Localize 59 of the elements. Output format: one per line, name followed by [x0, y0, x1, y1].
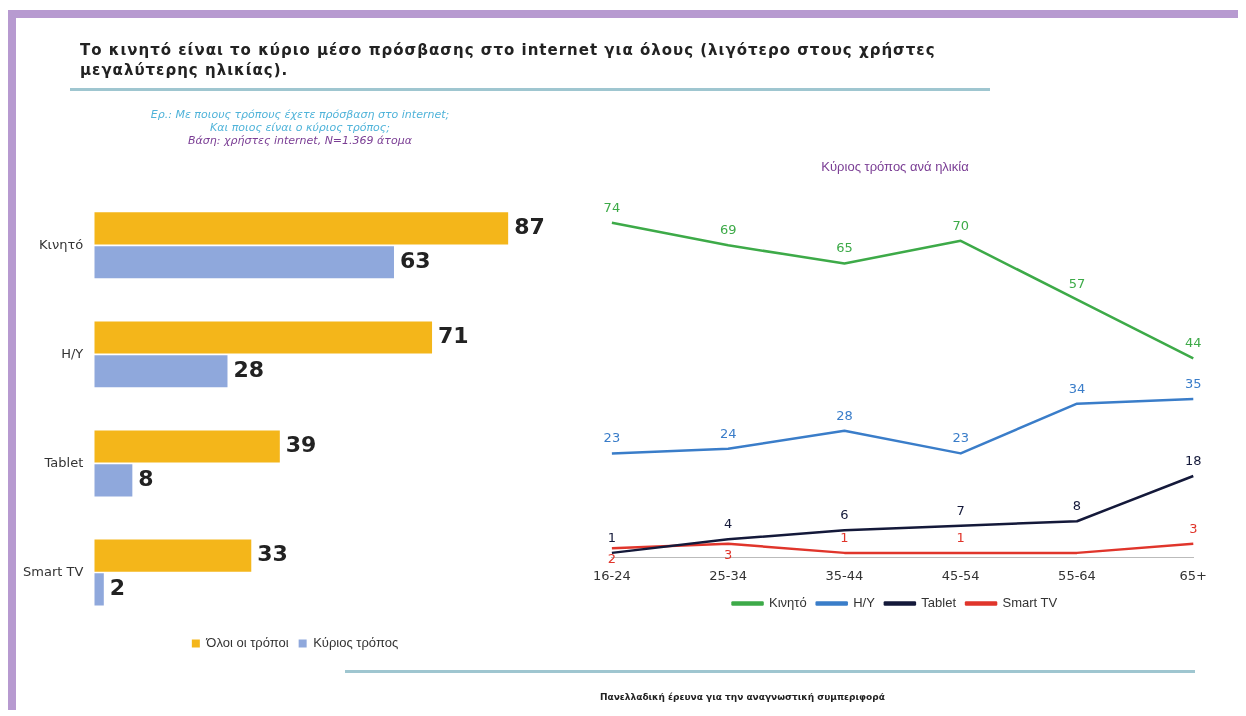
y-tick-label: Η/Υ — [61, 345, 84, 361]
y-tick-label: Tablet — [43, 454, 84, 470]
y-tick-label: Κινητό — [39, 236, 84, 252]
legend-label: Η/Υ — [853, 595, 876, 611]
data-label: 28 — [233, 357, 265, 382]
data-label: 3 — [1189, 520, 1198, 536]
data-label: 65 — [836, 240, 853, 256]
x-tick-label: 65+ — [1179, 567, 1207, 583]
bar — [94, 246, 394, 279]
text: Πανελλαδική έρευνα για την αναγνωστική συμπεριφορά — [600, 692, 885, 702]
data-label: 23 — [603, 430, 621, 446]
legend-label: Smart TV — [1002, 595, 1058, 611]
data-label: 33 — [257, 541, 288, 567]
x-tick-label: 35-44 — [825, 567, 864, 583]
legend-label: Κινητό — [769, 595, 807, 611]
legend-label: Κύριος τρόπος — [313, 635, 399, 651]
data-label: 7 — [956, 502, 965, 518]
chart-subtitle: Ερ.: Με ποιους τρόπους έχετε πρόσβαση στο internet; Και ποιος είναι ο κύριος τρόπος; Βάση: χρήστες internet, N=1.369 άτομα — [149, 108, 451, 147]
legend-label: Όλοι οι τρόποι — [205, 635, 289, 651]
data-label: 63 — [399, 247, 431, 273]
bar — [94, 573, 104, 606]
data-label: 8 — [138, 466, 154, 492]
data-label: 23 — [952, 430, 969, 446]
y-tick-label: Smart TV — [22, 563, 84, 579]
data-label: 2 — [607, 551, 617, 567]
data-label: 71 — [438, 323, 469, 349]
data-label: 74 — [603, 199, 621, 215]
bar — [94, 212, 509, 245]
chart-title: Το κινητό είναι το κύριο μέσο πρόσβασης στο internet για όλους (λιγότερο στους χρήστες μεγαλύτερης ηλικίας). — [80, 40, 937, 80]
data-label: 8 — [1072, 498, 1082, 514]
data-label: 87 — [514, 214, 545, 240]
data-label: 1 — [956, 529, 965, 545]
bar — [94, 321, 433, 354]
data-label: 44 — [1185, 335, 1202, 351]
x-tick-label: 16-24 — [593, 567, 631, 583]
data-label: 34 — [1068, 380, 1086, 396]
x-tick-label: 55-64 — [1058, 567, 1096, 583]
x-tick-label: 25-34 — [709, 567, 748, 583]
data-label: 24 — [719, 425, 737, 441]
chart-title: Κύριος τρόπος ανά ηλικία — [821, 159, 970, 175]
data-label: 6 — [840, 507, 849, 523]
bar — [94, 430, 280, 463]
data-label: 35 — [1185, 375, 1202, 391]
data-label: 69 — [719, 222, 737, 238]
data-label: 1 — [607, 529, 617, 545]
bar — [94, 355, 228, 388]
data-label: 39 — [285, 432, 317, 458]
data-label: 1 — [840, 529, 849, 545]
legend-label: Tablet — [921, 595, 957, 611]
data-label: 2 — [109, 575, 126, 601]
data-label: 3 — [724, 546, 733, 562]
data-label: 70 — [952, 217, 969, 233]
x-tick-label: 45-54 — [941, 567, 980, 583]
data-label: 28 — [836, 407, 853, 423]
bar — [94, 539, 252, 572]
data-label: 4 — [724, 516, 733, 532]
data-label: 57 — [1068, 276, 1086, 292]
data-label: 18 — [1185, 452, 1202, 468]
bar — [94, 464, 133, 497]
